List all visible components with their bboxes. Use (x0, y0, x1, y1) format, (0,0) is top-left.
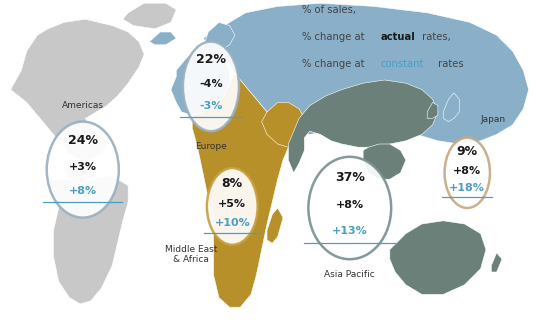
Text: +5%: +5% (218, 199, 246, 209)
Text: % change at: % change at (302, 59, 367, 69)
Text: % of sales,: % of sales, (302, 5, 356, 15)
Text: +8%: +8% (336, 200, 364, 210)
Text: +8%: +8% (453, 166, 481, 176)
Text: Europe: Europe (195, 142, 227, 151)
Polygon shape (443, 93, 459, 122)
Text: % change at: % change at (302, 32, 367, 42)
Polygon shape (203, 22, 235, 51)
Text: 9%: 9% (457, 145, 478, 158)
Text: actual: actual (381, 32, 415, 42)
Text: 22%: 22% (196, 53, 226, 66)
Text: Asia Pacific: Asia Pacific (324, 270, 375, 279)
Text: Japan: Japan (481, 115, 506, 124)
Polygon shape (171, 48, 230, 115)
Text: 24%: 24% (68, 134, 98, 147)
Ellipse shape (207, 168, 257, 245)
Polygon shape (192, 74, 294, 307)
Text: Middle East
& Africa: Middle East & Africa (165, 245, 217, 264)
Text: 8%: 8% (222, 177, 243, 190)
Text: +3%: +3% (69, 162, 97, 172)
Polygon shape (363, 144, 406, 179)
Text: rates,: rates, (419, 32, 451, 42)
Text: +13%: +13% (332, 226, 367, 236)
Text: rates: rates (435, 59, 464, 69)
Text: 37%: 37% (335, 171, 365, 184)
Polygon shape (123, 3, 176, 29)
Polygon shape (390, 221, 486, 294)
Ellipse shape (309, 157, 391, 259)
Polygon shape (288, 80, 438, 173)
Text: -4%: -4% (199, 79, 223, 89)
Polygon shape (64, 160, 96, 182)
Text: +8%: +8% (69, 186, 97, 196)
Polygon shape (11, 19, 144, 160)
Polygon shape (203, 3, 529, 144)
Text: +10%: +10% (215, 218, 250, 228)
Polygon shape (491, 253, 502, 272)
Polygon shape (262, 102, 304, 147)
Polygon shape (267, 208, 283, 243)
Ellipse shape (183, 42, 239, 131)
Ellipse shape (444, 138, 490, 208)
Text: Americas: Americas (62, 101, 104, 110)
Polygon shape (150, 32, 176, 45)
Text: constant: constant (381, 59, 424, 69)
Polygon shape (427, 102, 438, 118)
Polygon shape (48, 176, 128, 304)
Text: +18%: +18% (449, 183, 485, 193)
Ellipse shape (47, 122, 119, 218)
Text: -3%: -3% (199, 101, 223, 111)
